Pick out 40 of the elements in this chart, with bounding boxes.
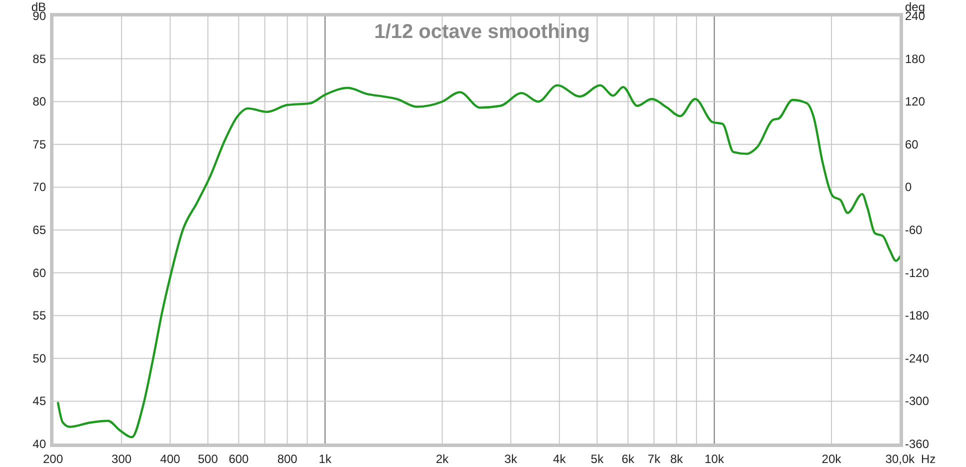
x-axis-title: Hz: [921, 452, 936, 466]
chart-title: 1/12 octave smoothing: [374, 21, 590, 43]
y-tick-label: 50: [32, 351, 46, 366]
x-tick-label: 5k: [590, 452, 604, 466]
y2-tick-label: 0: [905, 180, 912, 194]
x-tick-label: 20k: [822, 452, 842, 466]
y2-axis-title: deg: [905, 0, 926, 14]
y2-tick-label: -60: [905, 223, 923, 237]
y-tick-label: 40: [32, 437, 46, 451]
x-tick-label: 4k: [553, 452, 567, 466]
y-tick-label: 65: [32, 223, 46, 237]
x-tick-label: 800: [277, 452, 298, 466]
y-tick-label: 60: [32, 266, 46, 280]
y2-tick-label: 180: [905, 52, 926, 66]
x-tick-label: 300: [112, 452, 132, 466]
y2-tick-label: -180: [905, 308, 930, 323]
y2-tick-label: -120: [905, 266, 930, 280]
y2-tick-label: -240: [905, 351, 930, 366]
y-tick-label: 45: [32, 394, 46, 408]
x-tick-label: 30,0k: [885, 452, 916, 466]
y2-tick-label: -300: [905, 394, 930, 408]
y2-tick-label: 120: [905, 94, 926, 109]
y-tick-label: 70: [32, 180, 46, 194]
x-tick-label: 10k: [704, 452, 725, 466]
x-tick-label: 3k: [504, 452, 518, 466]
x-tick-label: 2k: [436, 452, 450, 466]
y-tick-label: 55: [32, 308, 46, 323]
y2-tick-label: 60: [905, 137, 919, 152]
y-tick-label: 75: [32, 137, 46, 152]
y-tick-label: 80: [32, 94, 46, 109]
x-tick-label: 8k: [670, 452, 684, 466]
y2-tick-label: -360: [905, 437, 930, 451]
x-tick-label: 500: [198, 452, 218, 466]
x-tick-label: 600: [228, 452, 250, 466]
y-tick-label: 85: [32, 52, 46, 66]
x-tick-label: 7k: [648, 452, 662, 466]
x-tick-label: 1k: [318, 452, 332, 466]
x-tick-label: 400: [160, 452, 180, 466]
x-tick-label: 6k: [622, 452, 636, 466]
x-tick-label: 200: [42, 452, 64, 466]
